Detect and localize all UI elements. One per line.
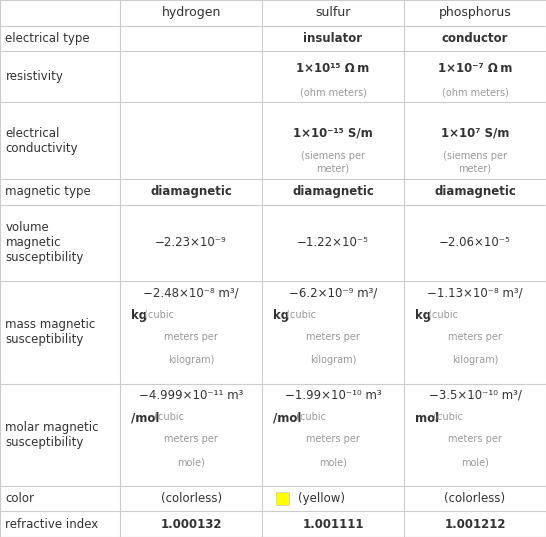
Text: (colorless): (colorless): [444, 492, 506, 505]
Text: kilogram): kilogram): [452, 355, 498, 365]
Text: (siemens per
meter): (siemens per meter): [443, 151, 507, 174]
Text: meters per: meters per: [164, 434, 218, 445]
Text: (cubic: (cubic: [430, 412, 462, 422]
Text: electrical
conductivity: electrical conductivity: [5, 127, 78, 155]
Text: (ohm meters): (ohm meters): [300, 88, 366, 97]
Bar: [0, 0, 120, 26]
Text: (cubic: (cubic: [425, 309, 458, 320]
Text: 1×10⁻⁷ Ω m: 1×10⁻⁷ Ω m: [438, 62, 512, 75]
Text: (cubic: (cubic: [151, 412, 183, 422]
Text: −3.5×10⁻¹⁰ m³/: −3.5×10⁻¹⁰ m³/: [429, 389, 521, 402]
Text: kilogram): kilogram): [168, 355, 214, 365]
Text: 1.000132: 1.000132: [161, 518, 222, 531]
Text: meters per: meters per: [306, 332, 360, 342]
Text: 1.001212: 1.001212: [444, 518, 506, 531]
Text: −1.99×10⁻¹⁰ m³: −1.99×10⁻¹⁰ m³: [285, 389, 381, 402]
Text: resistivity: resistivity: [5, 70, 63, 83]
Text: refractive index: refractive index: [5, 518, 99, 531]
Text: meters per: meters per: [448, 332, 502, 342]
Text: (cubic: (cubic: [141, 309, 174, 320]
Text: −2.23×10⁻⁹: −2.23×10⁻⁹: [155, 236, 227, 249]
Text: mole): mole): [177, 457, 205, 467]
Text: 1×10⁻¹⁵ S/m: 1×10⁻¹⁵ S/m: [293, 126, 373, 139]
Text: 1×10⁷ S/m: 1×10⁷ S/m: [441, 126, 509, 139]
Bar: [404, 0, 546, 26]
Text: (siemens per
meter): (siemens per meter): [301, 151, 365, 174]
Text: kg: kg: [415, 309, 431, 322]
Text: mass magnetic
susceptibility: mass magnetic susceptibility: [5, 318, 96, 346]
Bar: [120, 0, 262, 26]
Text: mole): mole): [319, 457, 347, 467]
Text: −4.999×10⁻¹¹ m³: −4.999×10⁻¹¹ m³: [139, 389, 244, 402]
Text: (cubic: (cubic: [283, 309, 316, 320]
Text: meters per: meters per: [306, 434, 360, 445]
Text: (cubic: (cubic: [293, 412, 325, 422]
Text: kg: kg: [273, 309, 289, 322]
Text: −1.13×10⁻⁸ m³/: −1.13×10⁻⁸ m³/: [427, 287, 523, 300]
Text: diamagnetic: diamagnetic: [292, 185, 374, 198]
Text: mole): mole): [461, 457, 489, 467]
Text: 1.001111: 1.001111: [302, 518, 364, 531]
Text: phosphorus: phosphorus: [438, 6, 512, 19]
Text: insulator: insulator: [304, 32, 363, 45]
Text: −6.2×10⁻⁹ m³/: −6.2×10⁻⁹ m³/: [289, 287, 377, 300]
Text: hydrogen: hydrogen: [162, 6, 221, 19]
Text: −2.06×10⁻⁵: −2.06×10⁻⁵: [439, 236, 511, 249]
Text: /mol: /mol: [273, 412, 301, 425]
Text: kilogram): kilogram): [310, 355, 356, 365]
Text: −2.48×10⁻⁸ m³/: −2.48×10⁻⁸ m³/: [143, 287, 239, 300]
Text: sulfur: sulfur: [316, 6, 351, 19]
Text: molar magnetic
susceptibility: molar magnetic susceptibility: [5, 420, 99, 449]
Text: electrical type: electrical type: [5, 32, 90, 45]
Text: kg: kg: [131, 309, 147, 322]
Text: magnetic type: magnetic type: [5, 185, 91, 198]
Text: −1.22×10⁻⁵: −1.22×10⁻⁵: [297, 236, 369, 249]
Text: (yellow): (yellow): [298, 492, 345, 505]
Text: meters per: meters per: [448, 434, 502, 445]
Text: mol: mol: [415, 412, 439, 425]
Text: meters per: meters per: [164, 332, 218, 342]
Text: diamagnetic: diamagnetic: [150, 185, 232, 198]
Text: (ohm meters): (ohm meters): [442, 88, 508, 97]
Text: diamagnetic: diamagnetic: [434, 185, 516, 198]
Text: 1×10¹⁵ Ω m: 1×10¹⁵ Ω m: [296, 62, 370, 75]
Text: /mol: /mol: [131, 412, 159, 425]
Bar: [276, 492, 289, 505]
Text: conductor: conductor: [442, 32, 508, 45]
Text: volume
magnetic
susceptibility: volume magnetic susceptibility: [5, 221, 84, 264]
Bar: [262, 0, 404, 26]
Text: color: color: [5, 492, 34, 505]
Text: (colorless): (colorless): [161, 492, 222, 505]
